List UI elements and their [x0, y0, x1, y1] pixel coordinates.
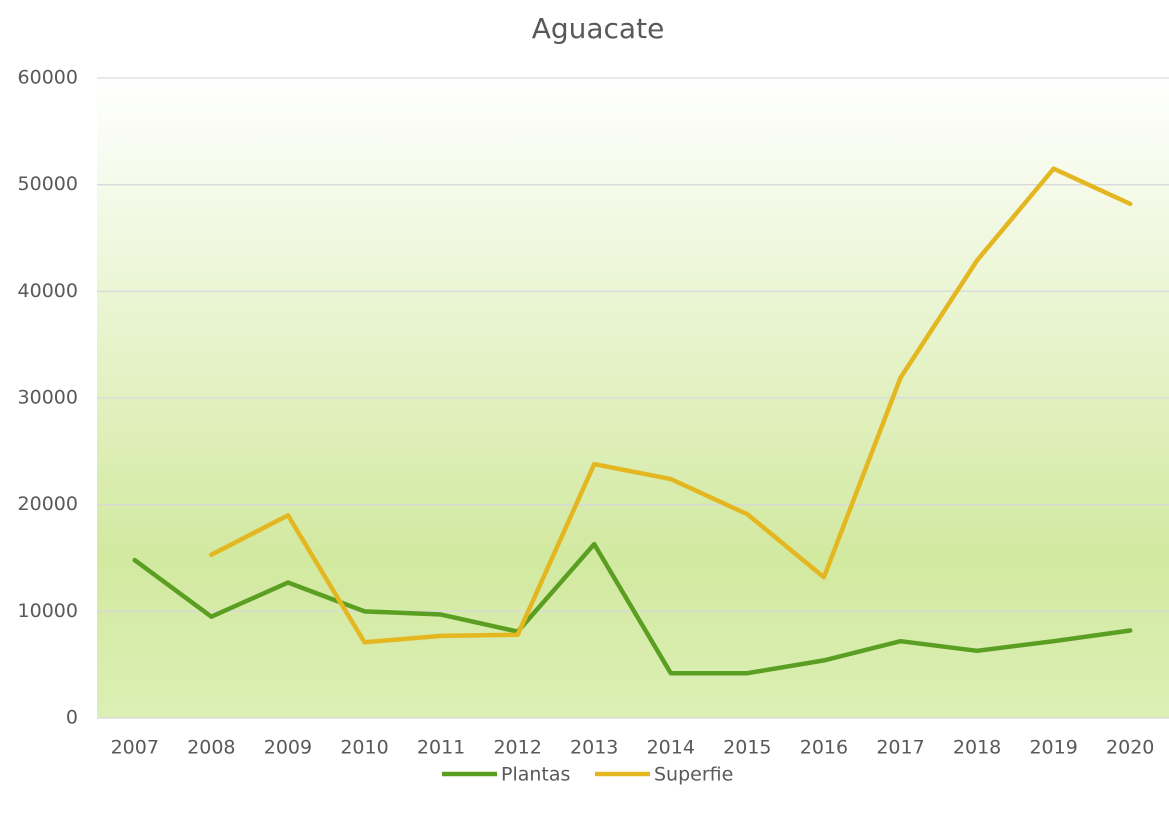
y-tick-label: 20000: [18, 493, 78, 515]
x-tick-label: 2010: [340, 737, 388, 759]
line-series: [132, 541, 1133, 676]
x-tick-label: 2018: [953, 737, 1001, 759]
legend-label: Superfie: [654, 764, 733, 786]
y-tick-label: 50000: [18, 173, 78, 195]
chart-title: Aguacate: [532, 12, 665, 45]
y-tick-label: 30000: [18, 387, 78, 409]
x-tick-label: 2011: [417, 737, 465, 759]
legend-label: Plantas: [501, 764, 570, 786]
line-series: [209, 166, 1133, 645]
x-tick-label: 2015: [723, 737, 771, 759]
x-tick-label: 2008: [187, 737, 235, 759]
x-tick-label: 2014: [647, 737, 695, 759]
x-tick-label: 2007: [111, 737, 159, 759]
y-tick-label: 40000: [18, 280, 78, 302]
x-tick-label: 2017: [876, 737, 924, 759]
x-tick-label: 2013: [570, 737, 618, 759]
y-tick-label: 10000: [18, 600, 78, 622]
x-tick-label: 2016: [800, 737, 848, 759]
y-tick-label: 60000: [18, 67, 78, 89]
x-tick-label: 2020: [1106, 737, 1154, 759]
y-tick-label: 0: [66, 707, 78, 729]
x-tick-label: 2012: [493, 737, 541, 759]
x-tick-label: 2019: [1029, 737, 1077, 759]
x-tick-label: 2009: [264, 737, 312, 759]
